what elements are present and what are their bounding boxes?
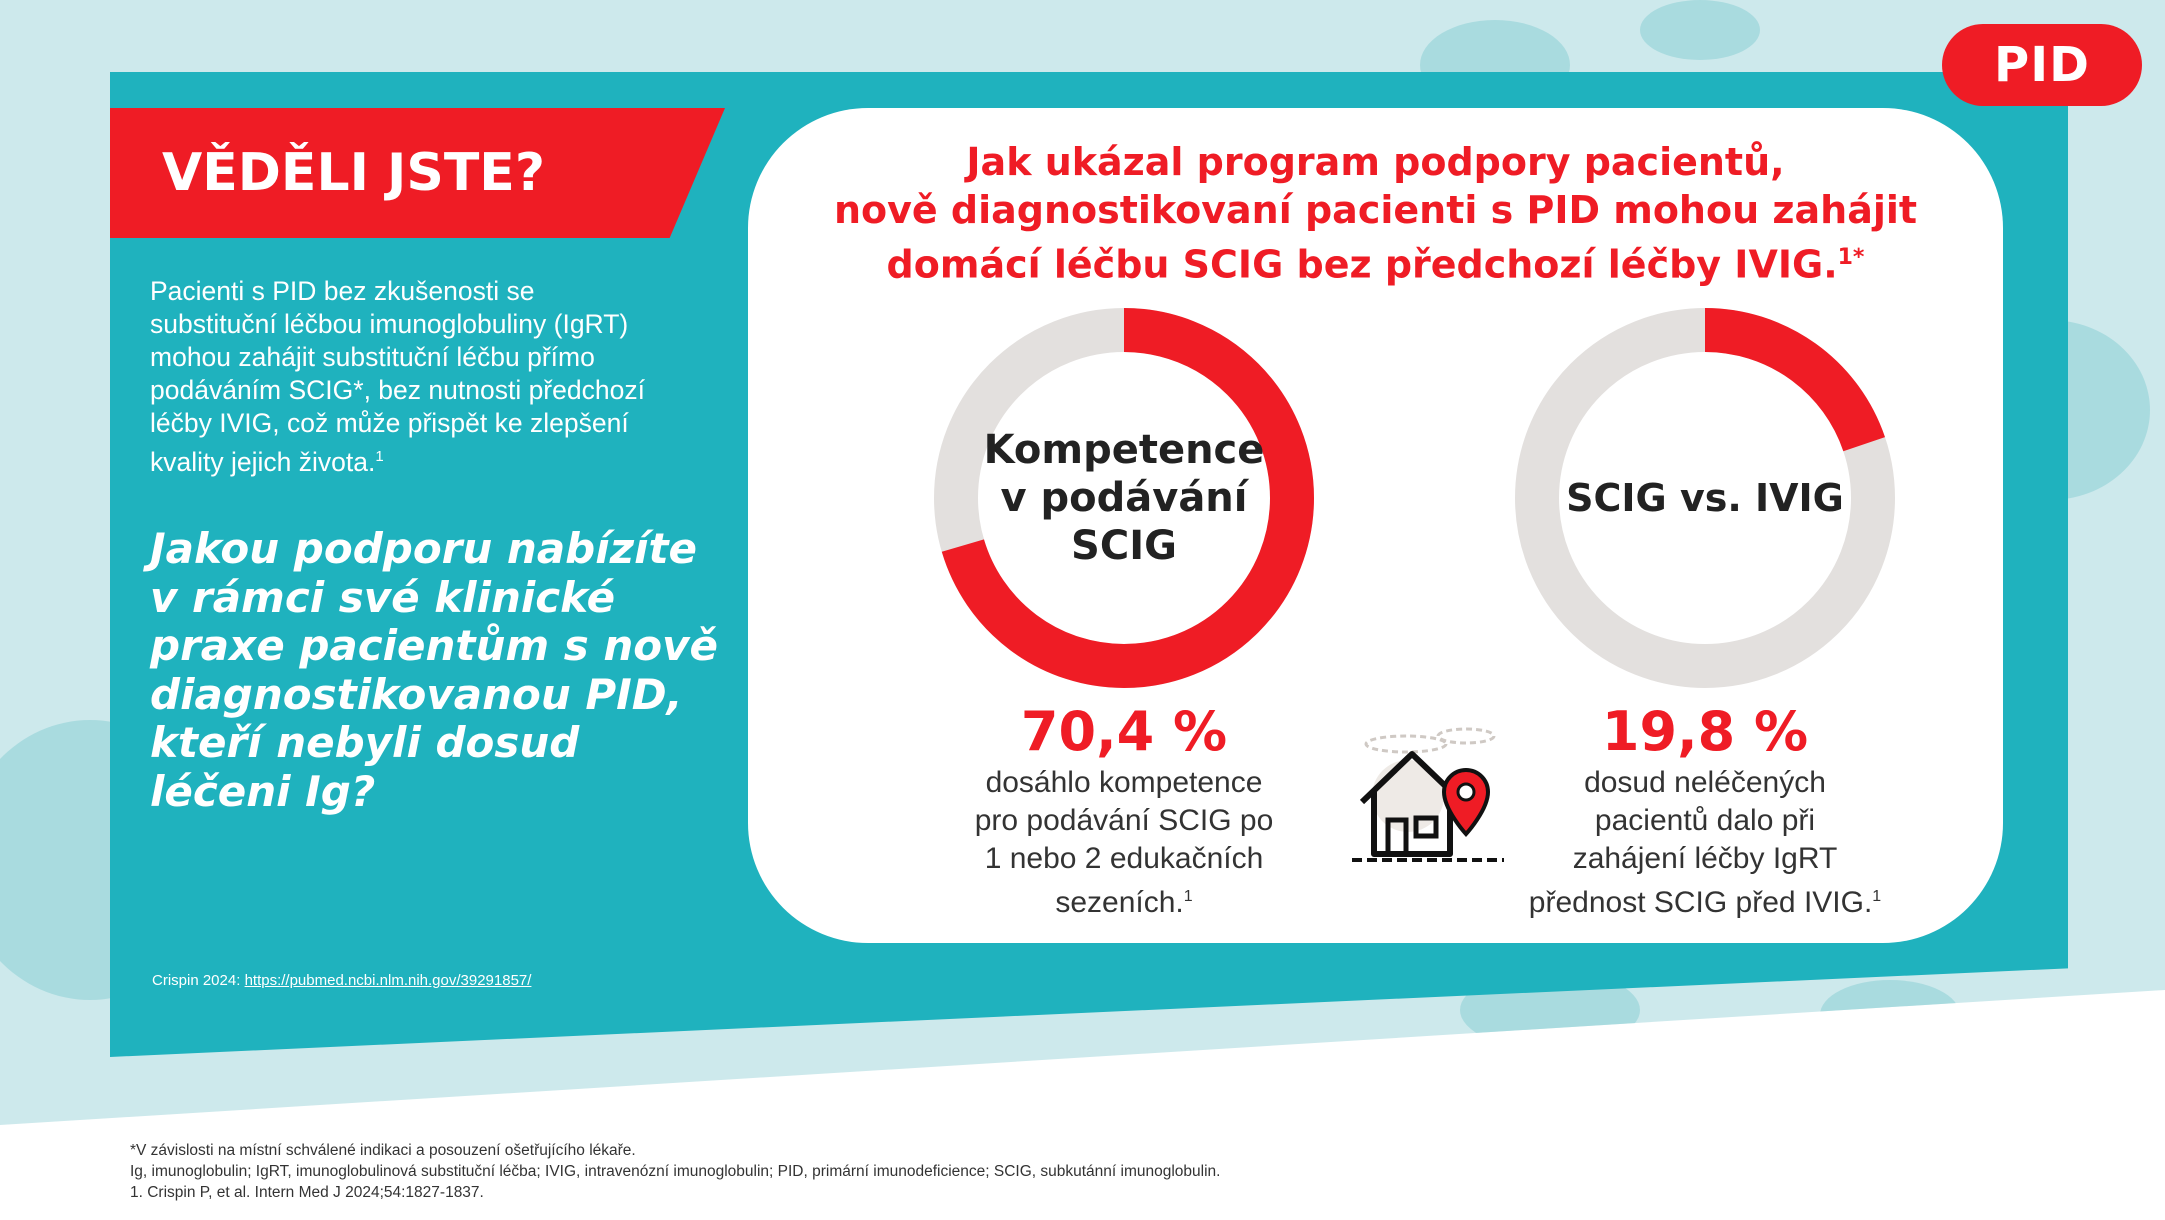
intro-line: léčby IVIG, což může přispět ke zlepšení xyxy=(150,408,629,438)
question-line: v rámci své klinické xyxy=(150,572,616,622)
molecule-decoration xyxy=(1820,980,1960,1050)
stat-desc-line: 1 nebo 2 edukačních xyxy=(984,842,1264,875)
stat-desc-competence: dosáhlo kompetence pro podávání SCIG po … xyxy=(914,764,1334,922)
pubmed-link[interactable]: https://pubmed.ncbi.nlm.nih.gov/39291857… xyxy=(244,972,532,989)
intro-line: kvality jejich života.1 xyxy=(150,440,750,479)
question-text: Jakou podporu nabízíte v rámci své klini… xyxy=(150,524,750,816)
donut-label-competence: Kompetence v podávání SCIG xyxy=(934,308,1314,688)
intro-line-text: kvality jejich života. xyxy=(150,446,376,477)
question-line: Jakou podporu nabízíte xyxy=(150,524,698,573)
question-line: kteří nebyli dosud xyxy=(150,718,580,767)
footnote-line: Ig, imunoglobulin; IgRT, imunoglobulinov… xyxy=(130,1163,1221,1180)
citation-prefix: Crispin 2024: xyxy=(152,972,245,989)
reference-marker: 1 xyxy=(1872,888,1882,905)
footnotes: *V závislosti na místní schválené indika… xyxy=(130,1140,1220,1203)
donut-label-line: SCIG vs. IVIG xyxy=(1566,476,1844,520)
donut-value-arc xyxy=(1515,308,1895,688)
stat-desc-line: zahájení léčby IgRT xyxy=(1572,842,1838,875)
card-title-line: nově diagnostikovaní pacienti s PID moho… xyxy=(833,188,1918,232)
intro-line: Pacienti s PID bez zkušenosti se xyxy=(150,276,535,306)
stats-card: Jak ukázal program podpory pacientů, nov… xyxy=(748,108,2003,943)
question-line: praxe pacientům s nově xyxy=(150,621,719,670)
reference-marker: 1 xyxy=(375,448,384,465)
card-title-line: domácí léčbu SCIG bez předchozí léčby IV… xyxy=(748,234,2003,289)
stat-desc-line: přednost SCIG před IVIG.1 xyxy=(1485,878,1925,922)
house-with-location-pin-icon xyxy=(1352,727,1504,862)
intro-line: substituční léčbou imunoglobuliny (IgRT) xyxy=(150,309,629,339)
footnote-line: *V závislosti na místní schválené indika… xyxy=(130,1142,636,1159)
did-you-know-ribbon: VĚDĚLI JSTE? xyxy=(110,108,725,238)
question-line: diagnostikovanou PID, xyxy=(150,669,683,719)
stat-desc-scig-vs-ivig: dosud neléčených pacientů dalo při zaháj… xyxy=(1485,764,1925,922)
stat-desc-line: dosud neléčených xyxy=(1584,766,1826,799)
stat-desc-line: pacientů dalo při xyxy=(1594,804,1816,837)
stat-desc-line: sezeních.1 xyxy=(914,878,1334,922)
stat-desc-line: pro podávání SCIG po xyxy=(974,804,1274,837)
intro-line: podáváním SCIG*, bez nutnosti předchozí xyxy=(150,375,645,405)
reference-marker: 1* xyxy=(1837,245,1865,270)
donut-value-arc xyxy=(934,308,1314,688)
citation: Crispin 2024: https://pubmed.ncbi.nlm.ni… xyxy=(152,972,531,989)
card-title: Jak ukázal program podpory pacientů, nov… xyxy=(748,138,2003,289)
donut-scig-vs-ivig xyxy=(1515,308,1895,688)
card-title-text: domácí léčbu SCIG bez předchozí léčby IV… xyxy=(886,242,1838,287)
stat-value-scig-vs-ivig: 19,8 % xyxy=(1601,700,1809,763)
donut-label-scig-vs-ivig: SCIG vs. IVIG xyxy=(1515,308,1895,688)
donut-label-line: Kompetence xyxy=(983,427,1265,473)
footnote-line: 1. Crispin P, et al. Intern Med J 2024;5… xyxy=(130,1184,484,1201)
pid-badge: PID xyxy=(1942,24,2142,106)
question-line: léčeni Ig? xyxy=(150,766,376,816)
intro-text: Pacienti s PID bez zkušenosti se substit… xyxy=(150,275,750,479)
donut-label-line: SCIG xyxy=(1071,523,1177,569)
reference-marker: 1 xyxy=(1183,888,1193,905)
card-title-line: Jak ukázal program podpory pacientů, xyxy=(966,140,1785,184)
stat-value-competence: 70,4 % xyxy=(1020,700,1228,763)
intro-line: mohou zahájit substituční léčbu přímo xyxy=(150,342,595,372)
ribbon-title: VĚDĚLI JSTE? xyxy=(162,143,545,203)
stat-desc-text: sezeních. xyxy=(1055,886,1184,919)
donut-competence xyxy=(934,308,1314,688)
stat-desc-text: přednost SCIG před IVIG. xyxy=(1528,886,1873,919)
donut-label-line: v podávání xyxy=(1000,475,1248,521)
molecule-decoration xyxy=(1640,0,1760,60)
stat-desc-line: dosáhlo kompetence xyxy=(985,766,1263,799)
